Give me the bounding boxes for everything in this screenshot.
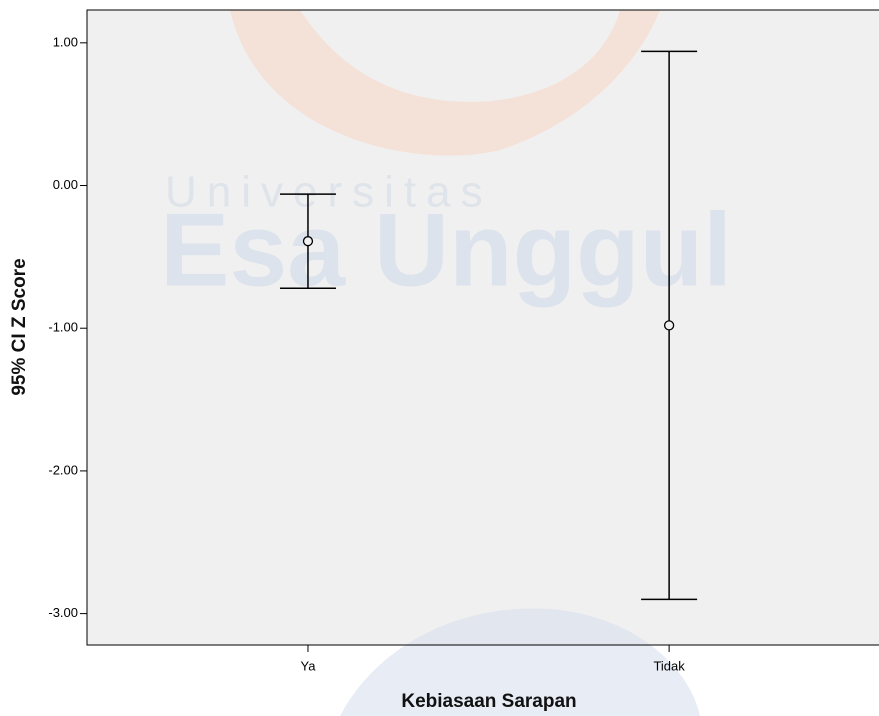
plot-frame: [86, 9, 879, 646]
y-tick-label: 1.00: [53, 34, 78, 49]
y-tick-label: -2.00: [48, 462, 78, 477]
y-tick-label: 0.00: [53, 177, 78, 192]
watermark-text: Universitas: [165, 168, 493, 217]
x-axis-label: Kebiasaan Sarapan: [401, 691, 576, 712]
y-tick-label: -3.00: [48, 605, 78, 620]
y-tick-label: -1.00: [48, 320, 78, 335]
x-tick-label: Ya: [300, 658, 316, 673]
y-axis-label: 95% CI Z Score: [9, 258, 30, 395]
mean-marker: [663, 320, 675, 331]
watermark-arc: [340, 608, 700, 716]
x-tick-label: Tidak: [653, 658, 685, 673]
watermark-arc: [230, 10, 660, 156]
mean-marker: [302, 236, 314, 247]
watermark-text: Esa Unggul: [160, 192, 732, 308]
